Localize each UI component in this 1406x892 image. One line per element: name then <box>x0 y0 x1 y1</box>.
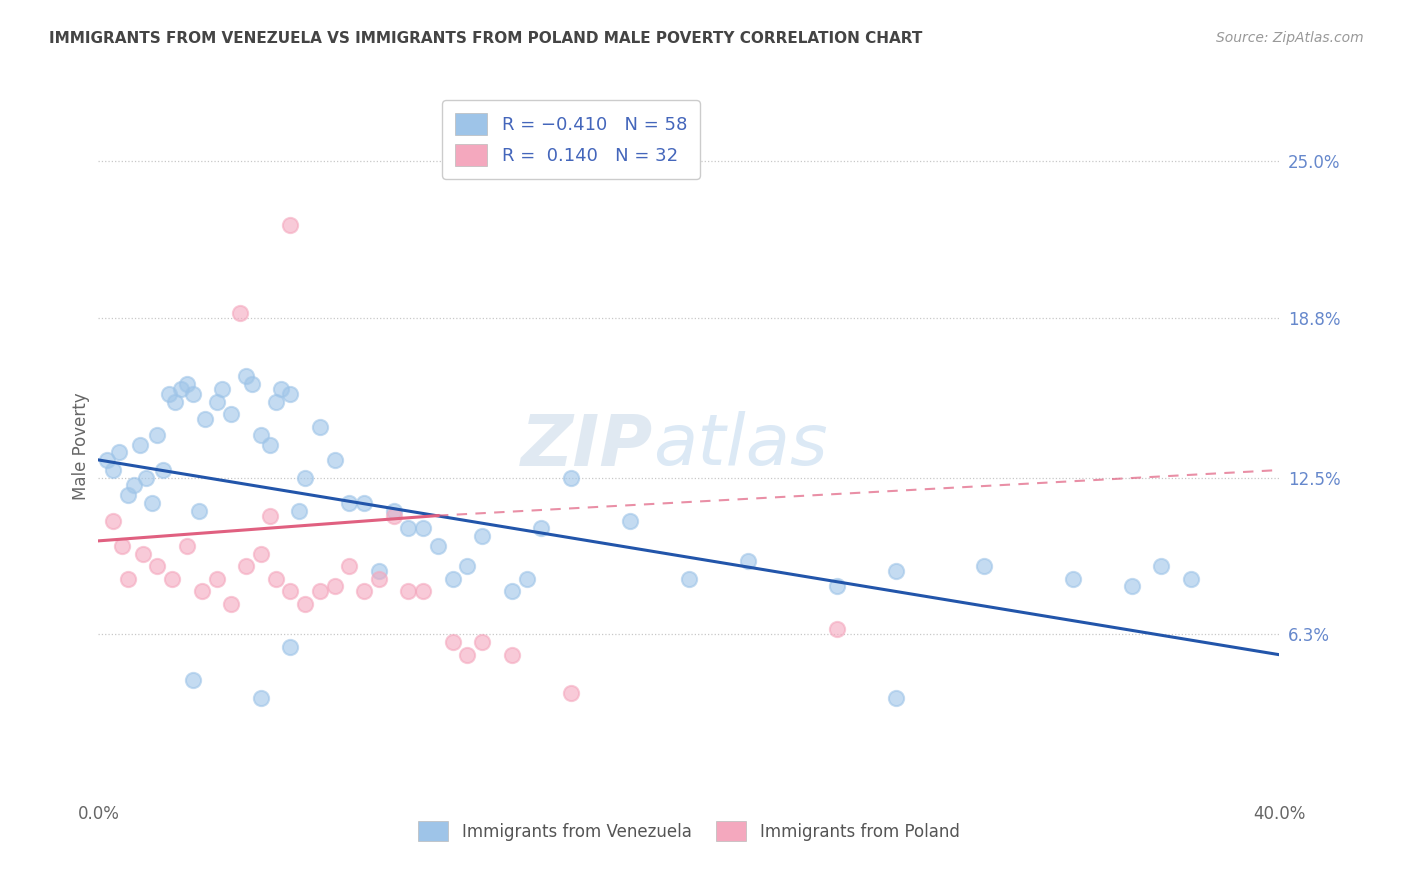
Text: IMMIGRANTS FROM VENEZUELA VS IMMIGRANTS FROM POLAND MALE POVERTY CORRELATION CHA: IMMIGRANTS FROM VENEZUELA VS IMMIGRANTS … <box>49 31 922 46</box>
Point <box>108 445 131 459</box>
Point <box>191 584 214 599</box>
Point <box>176 539 198 553</box>
Point <box>382 503 405 517</box>
Point <box>181 673 204 687</box>
Point <box>135 470 157 484</box>
Point <box>884 690 907 705</box>
Point <box>1180 572 1202 586</box>
Point <box>398 521 420 535</box>
Point <box>884 564 907 578</box>
Point <box>103 463 125 477</box>
Point <box>165 394 187 409</box>
Point <box>294 470 316 484</box>
Point <box>152 463 174 477</box>
Point <box>294 597 316 611</box>
Point <box>187 503 209 517</box>
Point <box>678 572 700 586</box>
Point <box>1121 579 1143 593</box>
Point <box>211 382 233 396</box>
Point <box>111 539 134 553</box>
Point <box>122 478 145 492</box>
Legend: Immigrants from Venezuela, Immigrants from Poland: Immigrants from Venezuela, Immigrants fr… <box>412 814 966 848</box>
Point <box>264 394 287 409</box>
Point <box>737 554 759 568</box>
Point <box>117 488 139 502</box>
Point <box>146 559 169 574</box>
Point <box>157 387 180 401</box>
Point <box>353 496 375 510</box>
Point <box>128 438 150 452</box>
Point <box>288 503 311 517</box>
Point <box>235 559 257 574</box>
Point <box>368 572 391 586</box>
Point <box>339 496 361 510</box>
Text: Source: ZipAtlas.com: Source: ZipAtlas.com <box>1216 31 1364 45</box>
Point <box>471 529 494 543</box>
Text: atlas: atlas <box>654 411 828 481</box>
Point <box>117 572 139 586</box>
Point <box>323 579 346 593</box>
Point <box>194 412 217 426</box>
Point <box>146 427 169 442</box>
Point <box>516 572 538 586</box>
Y-axis label: Male Poverty: Male Poverty <box>72 392 90 500</box>
Point <box>103 514 125 528</box>
Point <box>250 547 273 561</box>
Point <box>259 508 281 523</box>
Point <box>235 369 257 384</box>
Point <box>398 584 420 599</box>
Point <box>560 470 582 484</box>
Point <box>412 584 434 599</box>
Point <box>619 514 641 528</box>
Point <box>240 377 263 392</box>
Point <box>221 597 243 611</box>
Point <box>309 584 332 599</box>
Point <box>309 420 332 434</box>
Point <box>368 564 391 578</box>
Point <box>457 559 479 574</box>
Text: ZIP: ZIP <box>522 411 654 481</box>
Point <box>132 547 155 561</box>
Point <box>250 690 273 705</box>
Point <box>382 508 405 523</box>
Point <box>176 377 198 392</box>
Point <box>427 539 450 553</box>
Point <box>280 218 302 232</box>
Point <box>229 306 252 320</box>
Point <box>339 559 361 574</box>
Point <box>141 496 163 510</box>
Point <box>280 640 302 654</box>
Point <box>501 584 523 599</box>
Point <box>471 635 494 649</box>
Point <box>323 453 346 467</box>
Point <box>825 623 848 637</box>
Point <box>181 387 204 401</box>
Point <box>259 438 281 452</box>
Point <box>264 572 287 586</box>
Point <box>221 408 243 422</box>
Point <box>441 635 464 649</box>
Point <box>412 521 434 535</box>
Point <box>441 572 464 586</box>
Point <box>353 584 375 599</box>
Point <box>280 584 302 599</box>
Point <box>280 387 302 401</box>
Point <box>250 427 273 442</box>
Point <box>501 648 523 662</box>
Point <box>1062 572 1084 586</box>
Point <box>270 382 292 396</box>
Point <box>205 572 228 586</box>
Point <box>170 382 193 396</box>
Point <box>560 686 582 700</box>
Point <box>530 521 553 535</box>
Point <box>457 648 479 662</box>
Point <box>205 394 228 409</box>
Point <box>1150 559 1173 574</box>
Point <box>825 579 848 593</box>
Point <box>96 453 118 467</box>
Point <box>973 559 995 574</box>
Point <box>162 572 183 586</box>
